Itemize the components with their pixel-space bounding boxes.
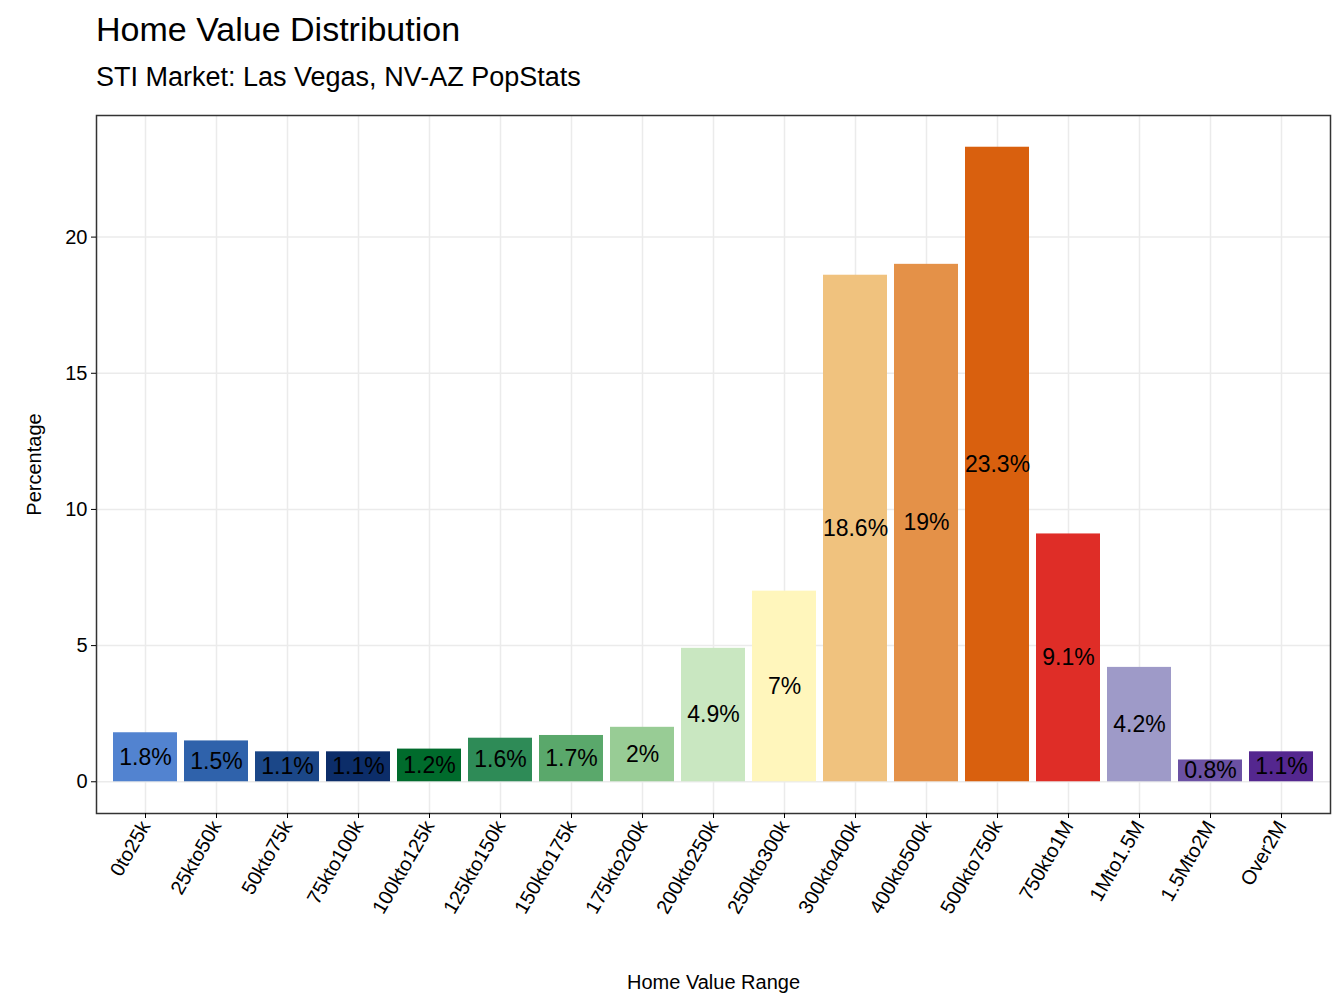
svg-text:15: 15 — [65, 362, 87, 384]
svg-text:0to25k: 0to25k — [105, 816, 155, 880]
svg-text:250kto300k: 250kto300k — [723, 816, 794, 917]
svg-text:Home Value Range: Home Value Range — [627, 971, 800, 993]
svg-text:4.9%: 4.9% — [687, 701, 739, 727]
svg-text:1.1%: 1.1% — [261, 753, 313, 779]
svg-text:25kto50k: 25kto50k — [166, 816, 226, 898]
svg-text:1.5Mto2M: 1.5Mto2M — [1156, 817, 1220, 905]
svg-text:1.6%: 1.6% — [474, 746, 526, 772]
svg-text:300kto400k: 300kto400k — [794, 816, 865, 917]
svg-text:750kto1M: 750kto1M — [1015, 817, 1078, 904]
svg-text:100kto125k: 100kto125k — [368, 816, 439, 917]
html-text:Home Value Distribution: Home Value Distribution — [96, 10, 461, 48]
svg-text:Over2M: Over2M — [1236, 817, 1291, 890]
svg-text:Percentage: Percentage — [23, 413, 45, 515]
svg-text:175kto200k: 175kto200k — [581, 816, 652, 917]
svg-text:4.2%: 4.2% — [1113, 711, 1165, 737]
svg-text:500kto750k: 500kto750k — [936, 816, 1007, 917]
svg-text:1.2%: 1.2% — [403, 752, 455, 778]
svg-text:2%: 2% — [626, 741, 659, 767]
svg-text:200kto250k: 200kto250k — [652, 816, 723, 917]
svg-text:7%: 7% — [768, 673, 801, 699]
svg-text:23.3%: 23.3% — [965, 451, 1030, 477]
svg-text:75kto100k: 75kto100k — [302, 816, 368, 908]
svg-text:1.1%: 1.1% — [332, 753, 384, 779]
svg-text:150kto175k: 150kto175k — [510, 816, 581, 917]
svg-text:1.1%: 1.1% — [1255, 753, 1307, 779]
svg-text:125kto150k: 125kto150k — [439, 816, 510, 917]
svg-text:0: 0 — [76, 770, 87, 792]
svg-text:1.5%: 1.5% — [190, 748, 242, 774]
svg-text:1.7%: 1.7% — [545, 745, 597, 771]
svg-text:5: 5 — [76, 634, 87, 656]
svg-text:400kto500k: 400kto500k — [865, 816, 936, 917]
html-text:STI Market: Las Vegas, NV-AZ P: STI Market: Las Vegas, NV-AZ PopStats — [96, 62, 581, 92]
svg-text:19%: 19% — [903, 509, 949, 535]
svg-text:9.1%: 9.1% — [1042, 644, 1094, 670]
svg-text:0.8%: 0.8% — [1184, 757, 1236, 783]
svg-text:18.6%: 18.6% — [823, 515, 888, 541]
svg-text:50kto75k: 50kto75k — [237, 816, 297, 898]
svg-text:1Mto1.5M: 1Mto1.5M — [1085, 817, 1149, 905]
svg-text:10: 10 — [65, 498, 87, 520]
svg-text:1.8%: 1.8% — [119, 744, 171, 770]
svg-text:20: 20 — [65, 225, 87, 247]
